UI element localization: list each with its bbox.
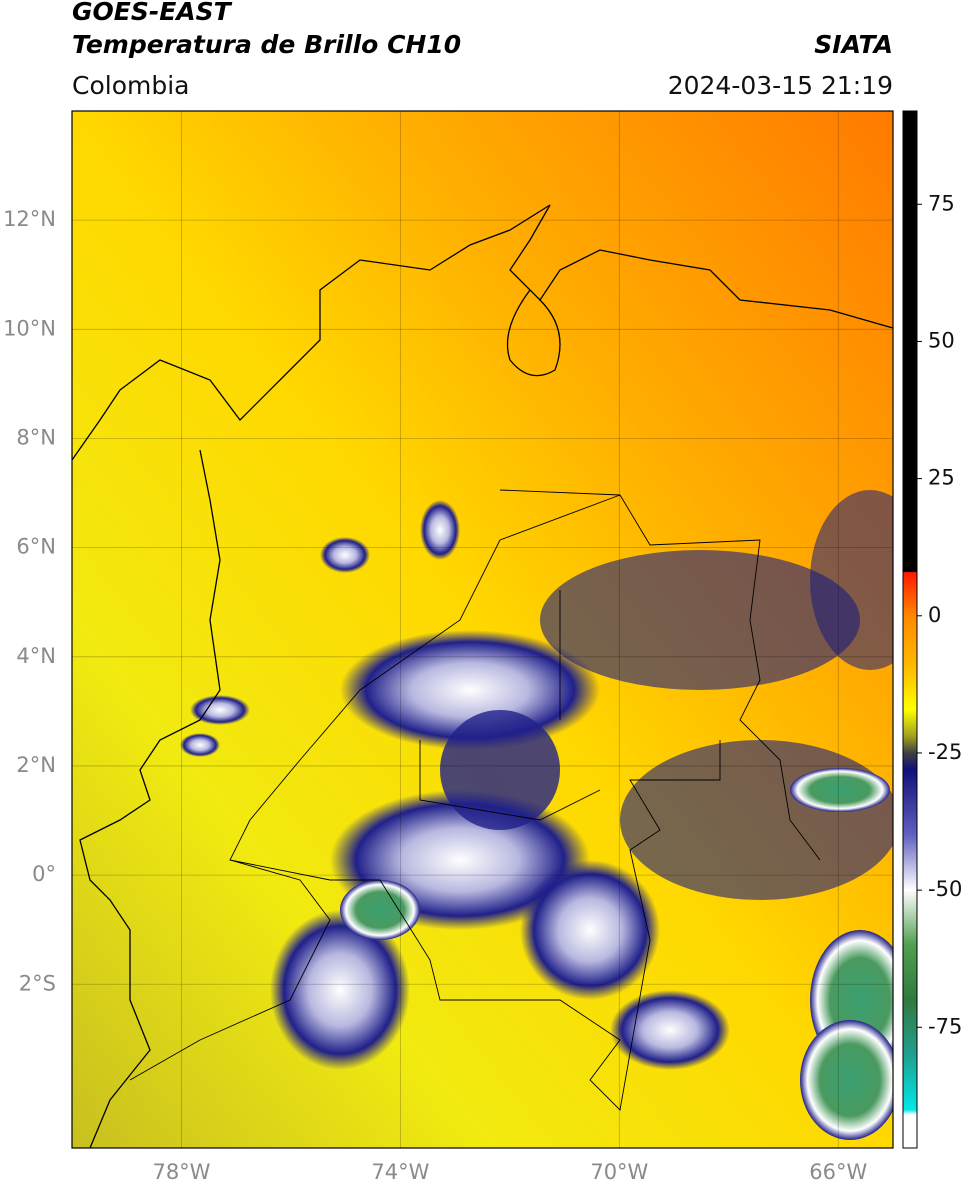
colorbar-tick-label: 50 (928, 328, 955, 352)
y-tick-label: 2°S (19, 971, 56, 995)
x-tick-label: 70°W (590, 1160, 648, 1184)
y-tick-label: 4°N (16, 644, 56, 668)
x-tick-label: 66°W (809, 1160, 867, 1184)
colorbar-tick-label: -50 (928, 877, 962, 901)
region: Colombia (72, 71, 189, 100)
map-frame (71, 110, 894, 1149)
subtitle: Temperatura de Brillo CH10 (72, 30, 461, 59)
y-tick-label: 12°N (3, 207, 56, 231)
y-tick-label: 2°N (16, 753, 56, 777)
y-tick-label: 10°N (3, 316, 56, 340)
colorbar (902, 110, 918, 1149)
title: GOES-EAST (72, 0, 233, 26)
x-tick-label: 74°W (371, 1160, 429, 1184)
colorbar-tick-label: 0 (928, 603, 941, 627)
y-tick-label: 0° (32, 862, 56, 886)
colorbar-tick-label: 25 (928, 466, 955, 490)
colorbar-tick-label: -75 (928, 1014, 962, 1038)
y-tick-label: 6°N (16, 535, 56, 559)
colorbar-tick-label: 75 (928, 191, 955, 215)
colorbar-tick-label: -25 (928, 740, 962, 764)
map-imagery (72, 111, 893, 1148)
datetime: 2024-03-15 21:19 (668, 71, 893, 100)
y-tick-label: 8°N (16, 425, 56, 449)
source: SIATA (814, 30, 893, 59)
x-tick-label: 78°W (152, 1160, 210, 1184)
